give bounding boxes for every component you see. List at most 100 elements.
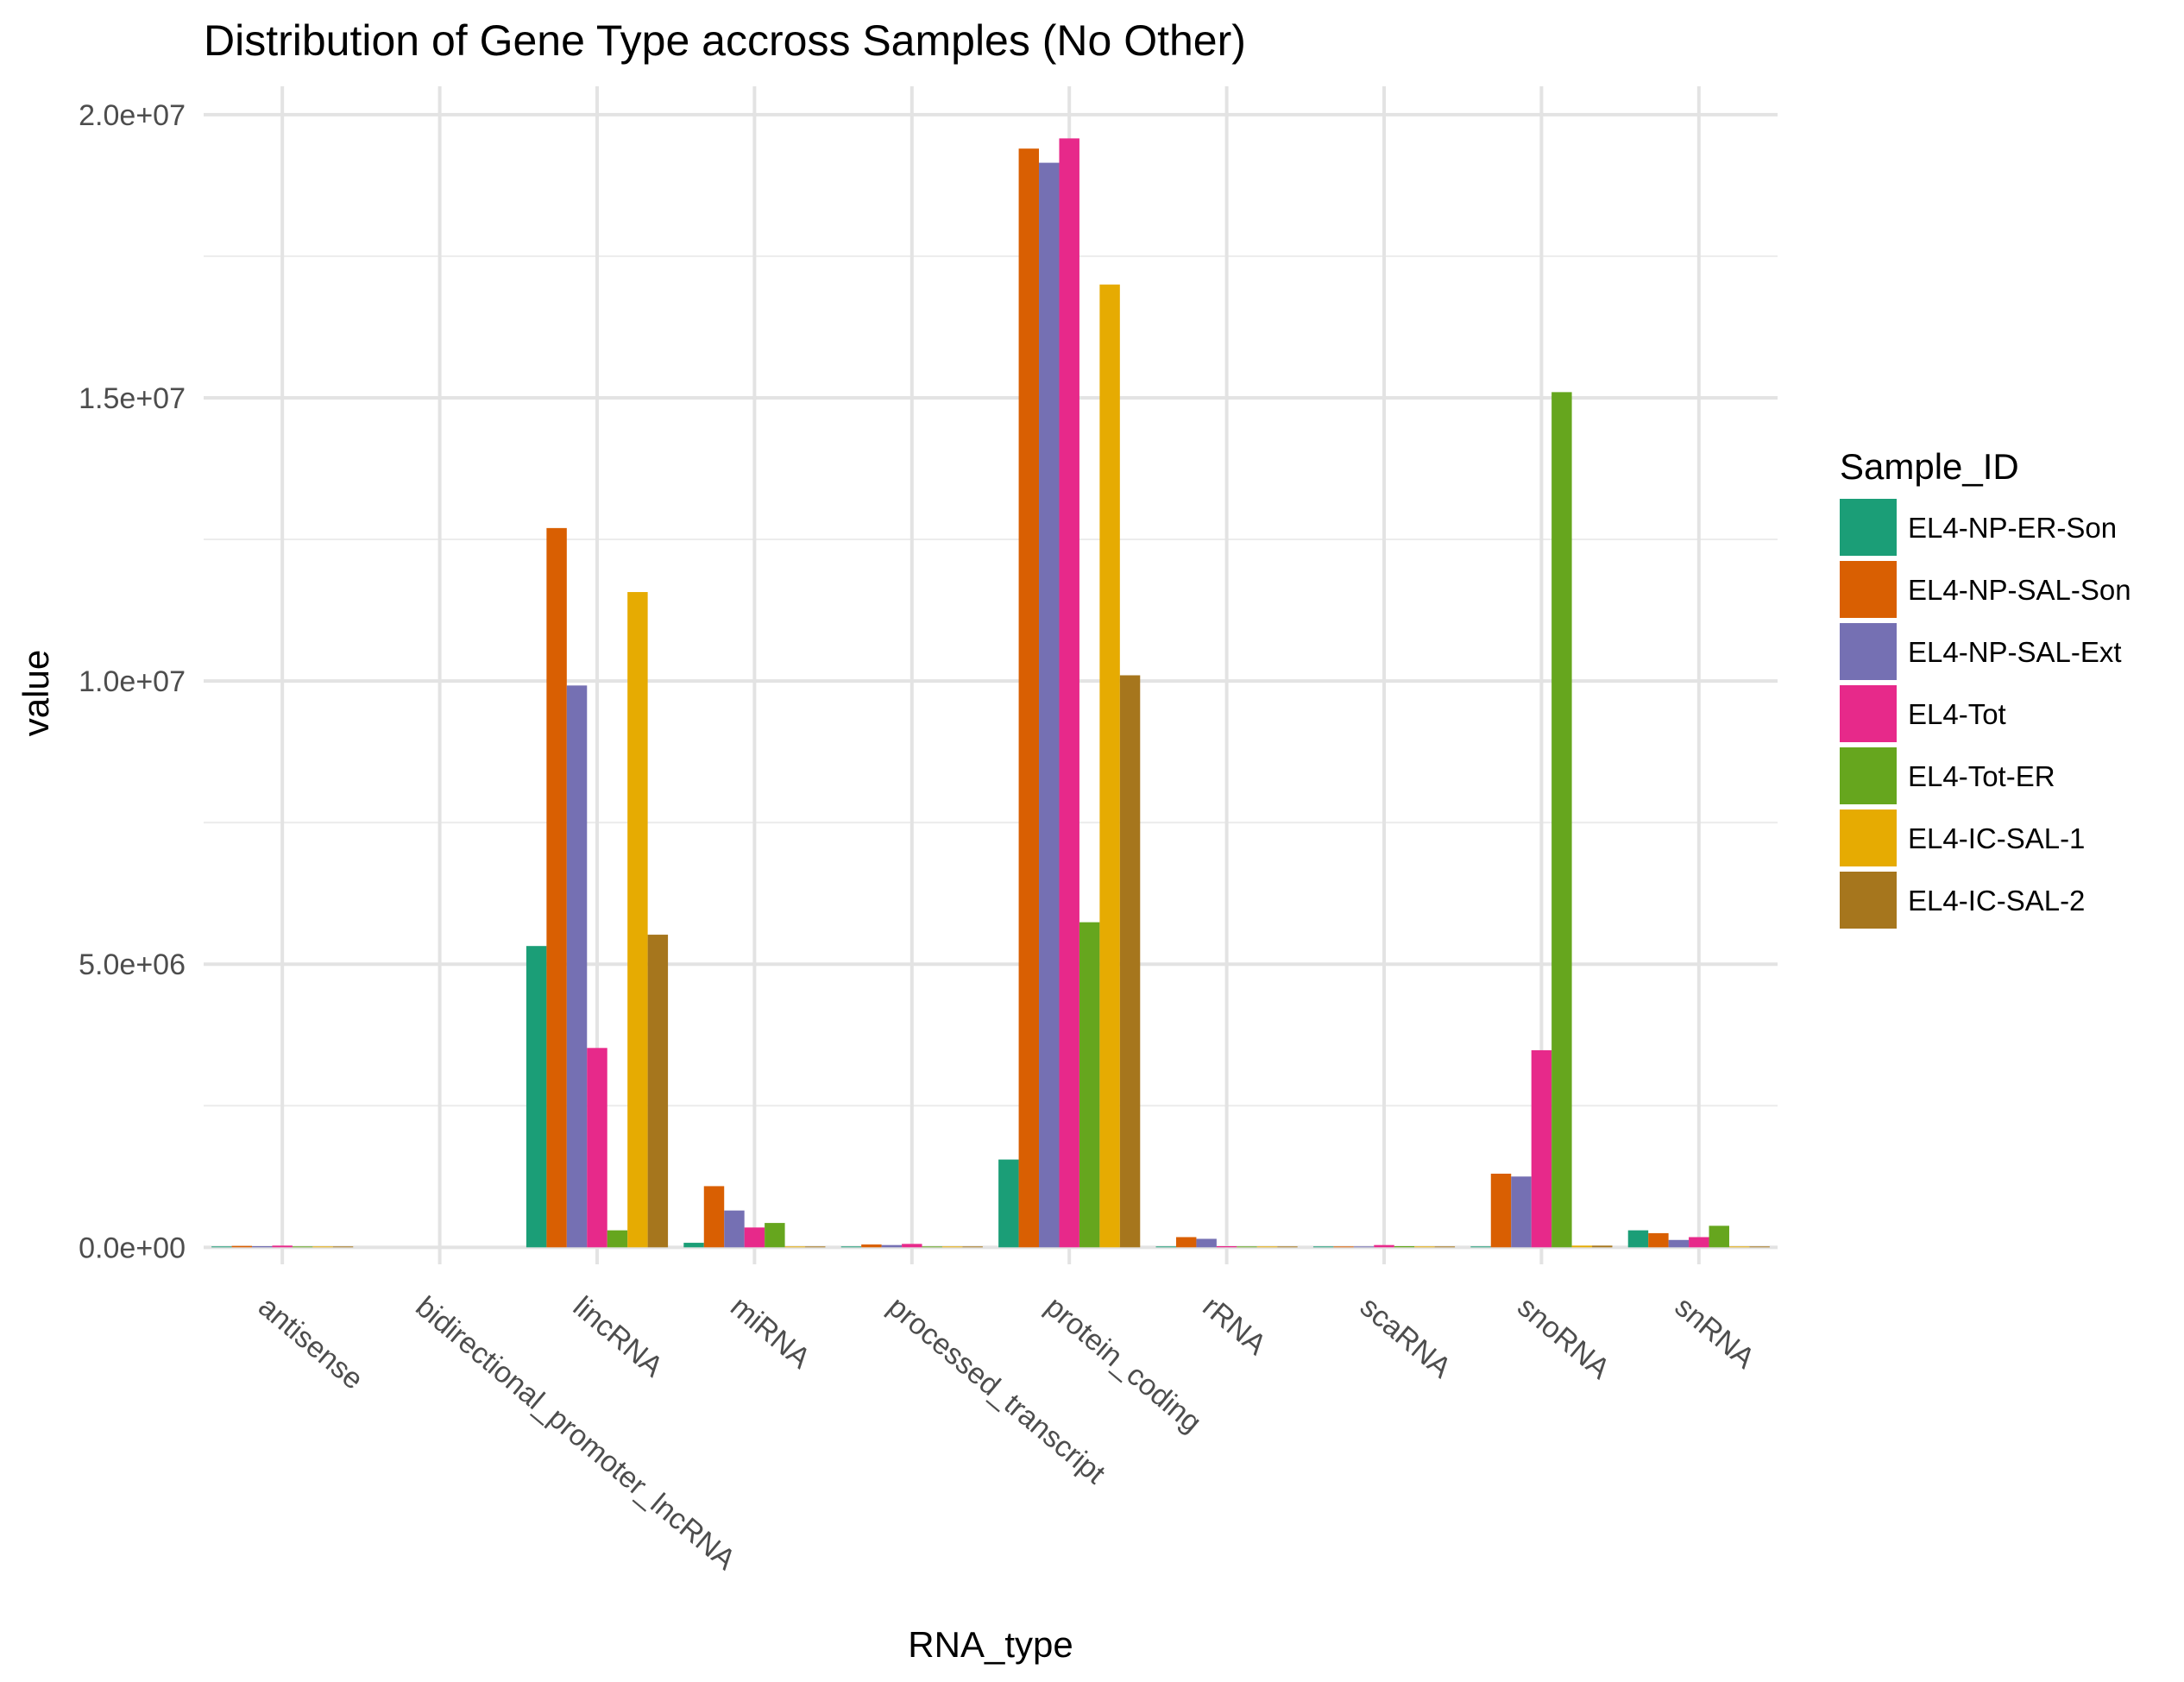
bar-lincRNA-EL4-IC-SAL-2 [647,935,669,1248]
bar-snoRNA-EL4-NP-SAL-Ext [1511,1176,1532,1248]
x-tick-label: snRNA [1669,1290,1761,1376]
legend-label: EL4-IC-SAL-2 [1908,885,2085,917]
bar-scaRNA-EL4-Tot [1374,1244,1394,1248]
x-tick-label: snoRNA [1511,1290,1616,1386]
bar-rRNA-EL4-NP-SAL-Ext [1196,1238,1217,1248]
bar-rRNA-EL4-IC-SAL-1 [1256,1246,1278,1248]
bar-rRNA-EL4-NP-SAL-Son [1175,1237,1197,1248]
x-tick-label: rRNA [1196,1290,1272,1362]
x-tick-label: lincRNA [567,1290,670,1383]
bar-snoRNA-EL4-NP-SAL-Son [1490,1174,1512,1248]
x-tick-label: scaRNA [1354,1290,1457,1384]
bar-antisense-EL4-NP-ER-Son [211,1246,232,1248]
x-tick-label: antisense [252,1290,369,1396]
bar-miRNA-EL4-NP-ER-Son [683,1243,704,1248]
bar-protein_coding-EL4-Tot-ER [1079,922,1100,1248]
y-axis-title: value [16,650,56,736]
legend-key [1840,747,1897,804]
x-tick-label: bidirectional_promoter_lncRNA [409,1290,741,1577]
bar-snRNA-EL4-NP-SAL-Son [1648,1232,1669,1248]
bar-rRNA-EL4-Tot-ER [1237,1246,1257,1248]
legend-label: EL4-Tot-ER [1908,760,2055,792]
bar-processed_transcript-EL4-NP-ER-Son [840,1246,862,1248]
bar-processed_transcript-EL4-NP-SAL-Ext [881,1244,903,1248]
bar-antisense-EL4-NP-SAL-Ext [252,1246,273,1248]
bar-snRNA-EL4-IC-SAL-1 [1728,1246,1750,1248]
y-tick-label: 2.0e+07 [79,99,186,132]
bar-scaRNA-EL4-Tot-ER [1394,1246,1415,1248]
y-tick-label: 5.0e+06 [79,948,186,981]
bar-protein_coding-EL4-NP-SAL-Son [1018,148,1040,1248]
bar-protein_coding-EL4-Tot [1059,138,1079,1248]
bar-protein_coding-EL4-IC-SAL-1 [1099,284,1120,1248]
y-tick-label: 1.0e+07 [79,665,186,698]
bar-snRNA-EL4-Tot [1689,1237,1709,1248]
bar-miRNA-EL4-Tot-ER [765,1223,785,1248]
bar-protein_coding-EL4-NP-ER-Son [998,1159,1019,1248]
legend-key [1840,499,1897,556]
legend-label: EL4-IC-SAL-1 [1908,822,2085,854]
bar-snoRNA-EL4-IC-SAL-2 [1592,1245,1613,1248]
bar-antisense-EL4-Tot-ER [292,1246,313,1248]
bar-scaRNA-EL4-NP-ER-Son [1312,1246,1334,1248]
chart-title: Distribution of Gene Type accross Sample… [204,16,1246,65]
bar-miRNA-EL4-NP-SAL-Ext [724,1210,745,1248]
legend-key [1840,685,1897,742]
bar-processed_transcript-EL4-Tot-ER [922,1246,942,1248]
bar-rRNA-EL4-IC-SAL-2 [1277,1246,1298,1248]
bar-processed_transcript-EL4-IC-SAL-1 [941,1246,963,1248]
legend-label: EL4-NP-SAL-Son [1908,574,2131,606]
legend-title: Sample_ID [1840,446,2019,487]
bar-snRNA-EL4-NP-ER-Son [1627,1230,1649,1248]
x-axis-title: RNA_type [908,1624,1073,1665]
bar-processed_transcript-EL4-Tot [902,1244,922,1248]
bar-miRNA-EL4-IC-SAL-2 [805,1246,826,1248]
bar-lincRNA-EL4-Tot-ER [607,1230,628,1248]
bar-scaRNA-EL4-IC-SAL-1 [1414,1246,1435,1248]
legend-label: EL4-NP-ER-Son [1908,512,2117,544]
bar-rRNA-EL4-NP-ER-Son [1155,1246,1176,1248]
bar-scaRNA-EL4-NP-SAL-Son [1333,1246,1354,1248]
grid-lines [204,86,1778,1264]
bar-miRNA-EL4-NP-SAL-Son [703,1186,725,1248]
bar-snoRNA-EL4-Tot [1531,1049,1552,1248]
bar-lincRNA-EL4-IC-SAL-1 [627,592,648,1248]
bar-protein_coding-EL4-NP-SAL-Ext [1039,162,1060,1248]
bar-protein_coding-EL4-IC-SAL-2 [1119,675,1141,1248]
x-tick-label: miRNA [724,1290,816,1376]
bar-lincRNA-EL4-NP-SAL-Son [546,527,567,1248]
bar-lincRNA-EL4-NP-ER-Son [526,946,547,1248]
bar-rRNA-EL4-Tot [1216,1246,1237,1248]
y-tick-label: 0.0e+00 [79,1232,186,1264]
bar-snoRNA-EL4-IC-SAL-1 [1571,1245,1593,1248]
bar-snoRNA-EL4-NP-ER-Son [1470,1246,1491,1248]
bar-snRNA-EL4-Tot-ER [1709,1225,1729,1248]
legend-key [1840,561,1897,618]
legend: Sample_ID EL4-NP-ER-SonEL4-NP-SAL-SonEL4… [1840,446,2131,929]
legend-key [1840,810,1897,866]
y-tick-label: 1.5e+07 [79,382,186,415]
bar-lincRNA-EL4-NP-SAL-Ext [566,685,588,1248]
legend-label: EL4-Tot [1908,698,2006,730]
bar-series [211,138,1770,1248]
x-tick-label: protein_coding [1039,1290,1207,1439]
bar-scaRNA-EL4-NP-SAL-Ext [1353,1246,1375,1248]
bar-lincRNA-EL4-Tot [587,1048,607,1248]
bar-processed_transcript-EL4-IC-SAL-2 [962,1246,983,1248]
x-axis-ticks: antisense bidirectional_promoter_lncRNAli… [252,1290,1761,1577]
bar-snRNA-EL4-IC-SAL-2 [1749,1246,1770,1248]
legend-items: EL4-NP-ER-Son EL4-NP-SAL-Son EL4-NP-SAL-Ex… [1840,499,2131,929]
legend-key [1840,623,1897,680]
bar-antisense-EL4-IC-SAL-2 [332,1246,354,1248]
legend-key [1840,872,1897,929]
bar-scaRNA-EL4-IC-SAL-2 [1434,1246,1456,1248]
bar-miRNA-EL4-IC-SAL-1 [784,1246,806,1248]
bar-antisense-EL4-Tot [272,1245,293,1248]
bar-miRNA-EL4-Tot [744,1227,765,1248]
bar-antisense-EL4-IC-SAL-1 [312,1246,333,1248]
bar-snoRNA-EL4-Tot-ER [1551,392,1572,1248]
bar-antisense-EL4-NP-SAL-Son [231,1245,253,1248]
legend-label: EL4-NP-SAL-Ext [1908,636,2122,668]
bar-snRNA-EL4-NP-SAL-Ext [1668,1239,1690,1248]
